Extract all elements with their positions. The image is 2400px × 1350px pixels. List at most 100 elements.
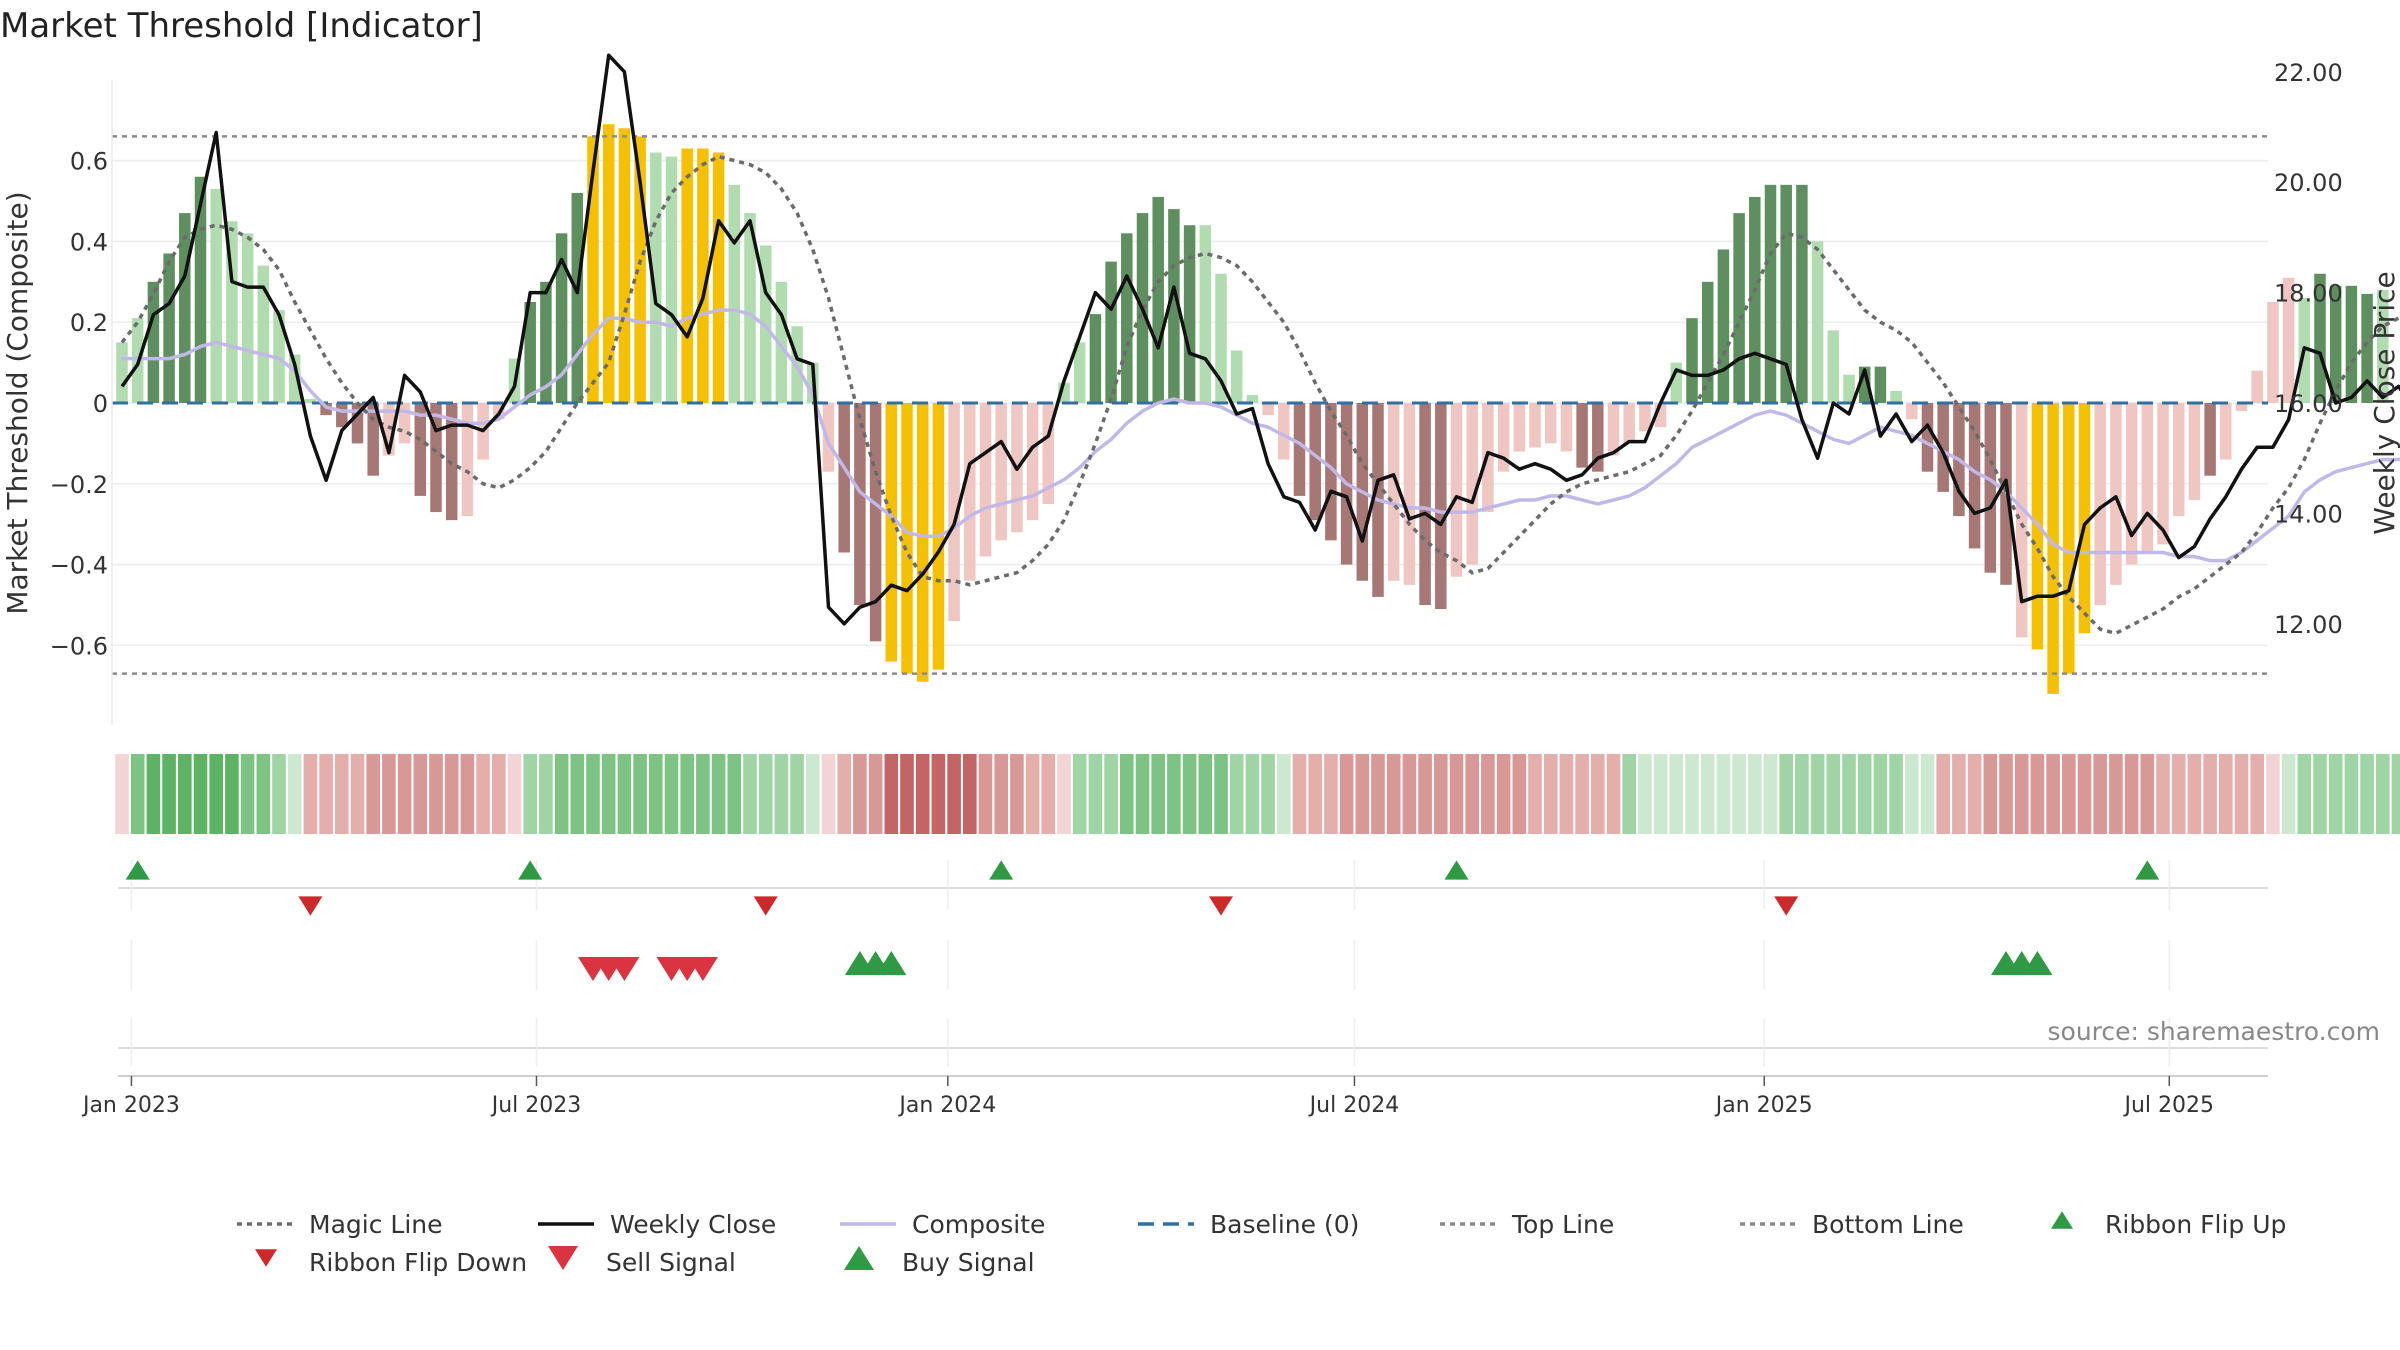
ribbon-cell bbox=[130, 754, 145, 834]
ribbon-cell bbox=[1277, 754, 1291, 834]
ribbon-cell bbox=[1795, 754, 1809, 834]
composite-bar bbox=[524, 302, 536, 403]
legend-label-composite: Composite bbox=[912, 1210, 1045, 1239]
composite-bar bbox=[1937, 403, 1949, 492]
ribbon-cell bbox=[319, 754, 333, 834]
ribbon-cell bbox=[366, 754, 380, 834]
composite-bar bbox=[226, 221, 238, 403]
ribbon-cell bbox=[1229, 754, 1244, 834]
composite-bar bbox=[116, 342, 128, 403]
ribbon-cell bbox=[1905, 754, 1919, 834]
ribbon-cell bbox=[2266, 754, 2280, 834]
ribbon-cell bbox=[1151, 754, 1165, 834]
composite-bar bbox=[634, 136, 646, 404]
composite-bar bbox=[854, 403, 866, 605]
ribbon-cell bbox=[2328, 754, 2343, 834]
ribbon-cell bbox=[696, 754, 710, 834]
composite-bar bbox=[336, 403, 348, 428]
ribbon-cell bbox=[1512, 754, 1527, 834]
composite-bar bbox=[1874, 366, 1887, 403]
composite-bar bbox=[540, 281, 552, 403]
composite-bar bbox=[1544, 403, 1557, 444]
ribbon-cell bbox=[335, 754, 349, 834]
ribbon-cell bbox=[1324, 754, 1338, 834]
composite-bar bbox=[398, 403, 411, 444]
y2-tick-label: 18.00 bbox=[2274, 280, 2343, 308]
composite-bar bbox=[2063, 403, 2075, 674]
composite-bar bbox=[822, 403, 835, 472]
composite-bar bbox=[1592, 403, 1604, 472]
chart-title: Market Threshold [Indicator] bbox=[0, 6, 483, 46]
ribbon-cell bbox=[1622, 754, 1636, 834]
composite-bar bbox=[1764, 184, 1777, 403]
composite-bar bbox=[1026, 403, 1039, 521]
ribbon-cell bbox=[539, 754, 553, 834]
ribbon-cell bbox=[1292, 754, 1307, 834]
ribbon-cell bbox=[2093, 754, 2107, 834]
composite-bar bbox=[179, 213, 191, 403]
ribbon-cell bbox=[1826, 754, 1841, 834]
composite-bar bbox=[1183, 225, 1196, 403]
composite-bar bbox=[2377, 289, 2389, 403]
composite-bar bbox=[2078, 403, 2091, 634]
composite-bar bbox=[304, 398, 317, 403]
ribbon-cell bbox=[2109, 754, 2123, 834]
ribbon-cell bbox=[680, 754, 694, 834]
composite-bar bbox=[744, 213, 756, 403]
legend-label-baseline: Baseline (0) bbox=[1210, 1210, 1359, 1239]
ribbon-cell bbox=[2219, 754, 2233, 834]
composite-bar bbox=[665, 156, 678, 403]
ribbon-cell bbox=[1748, 754, 1762, 834]
composite-bar bbox=[383, 403, 395, 456]
ribbon-cell bbox=[1481, 754, 1495, 834]
composite-line bbox=[122, 308, 2400, 563]
composite-bar bbox=[1513, 403, 1526, 452]
composite-bar bbox=[979, 403, 992, 557]
ribbon-cell bbox=[476, 754, 490, 834]
legend-label-flip-down: Ribbon Flip Down bbox=[309, 1248, 527, 1277]
ribbon-cell bbox=[664, 754, 679, 834]
legend-swatch-sell bbox=[548, 1246, 578, 1270]
ribbon-cell bbox=[413, 754, 428, 834]
ribbon-cell bbox=[225, 754, 239, 834]
ribbon-cell bbox=[1386, 754, 1401, 834]
x-tick-label: Jul 2023 bbox=[490, 1093, 582, 1118]
composite-bar bbox=[1152, 196, 1164, 403]
x-axis: Jan 2023 Jul 2023 Jan 2024 Jul 2024 Jan 2025… bbox=[81, 1075, 2268, 1118]
ribbon-cell bbox=[2344, 754, 2359, 834]
ribbon-cell bbox=[1873, 754, 1888, 834]
ribbon-flip-up-marker bbox=[518, 860, 543, 880]
composite-bar bbox=[1858, 366, 1871, 403]
ribbon-flip-up-marker bbox=[989, 860, 1014, 880]
ribbon-cell bbox=[523, 754, 537, 834]
indicator-lines bbox=[112, 53, 2400, 675]
ribbon-cell bbox=[554, 754, 569, 834]
ribbon-cell bbox=[382, 754, 396, 834]
ribbon-cell bbox=[492, 754, 506, 834]
composite-bar bbox=[147, 281, 160, 403]
composite-bar bbox=[1168, 209, 1180, 403]
ribbon-cell bbox=[2140, 754, 2155, 834]
ribbon-cell bbox=[303, 754, 318, 834]
ribbon-cell bbox=[727, 754, 742, 834]
ribbon-cell bbox=[868, 754, 883, 834]
composite-bar bbox=[1435, 403, 1447, 610]
legend-label-top-line: Top Line bbox=[1511, 1210, 1614, 1239]
ribbon-cell bbox=[1418, 754, 1432, 834]
x-tick-label: Jan 2025 bbox=[1714, 1093, 1813, 1118]
ribbon-cell bbox=[1716, 754, 1731, 834]
legend-label-magic-line: Magic Line bbox=[309, 1210, 443, 1239]
ribbon-cell bbox=[2171, 754, 2186, 834]
y2-tick-label: 16.00 bbox=[2274, 390, 2343, 418]
legend-label-bottom-line: Bottom Line bbox=[1812, 1210, 1964, 1239]
ribbon-cell bbox=[1072, 754, 1087, 834]
y-tick-label: −0.4 bbox=[50, 552, 108, 580]
ribbon-cell bbox=[1261, 754, 1275, 834]
ribbon-cell bbox=[1559, 754, 1574, 834]
composite-bar bbox=[995, 403, 1007, 541]
composite-bar bbox=[1749, 196, 1761, 403]
ribbon-cell bbox=[963, 754, 977, 834]
composite-bar bbox=[555, 233, 568, 403]
composite-bar bbox=[1089, 314, 1102, 403]
ribbon-flip-down-marker bbox=[753, 896, 778, 916]
